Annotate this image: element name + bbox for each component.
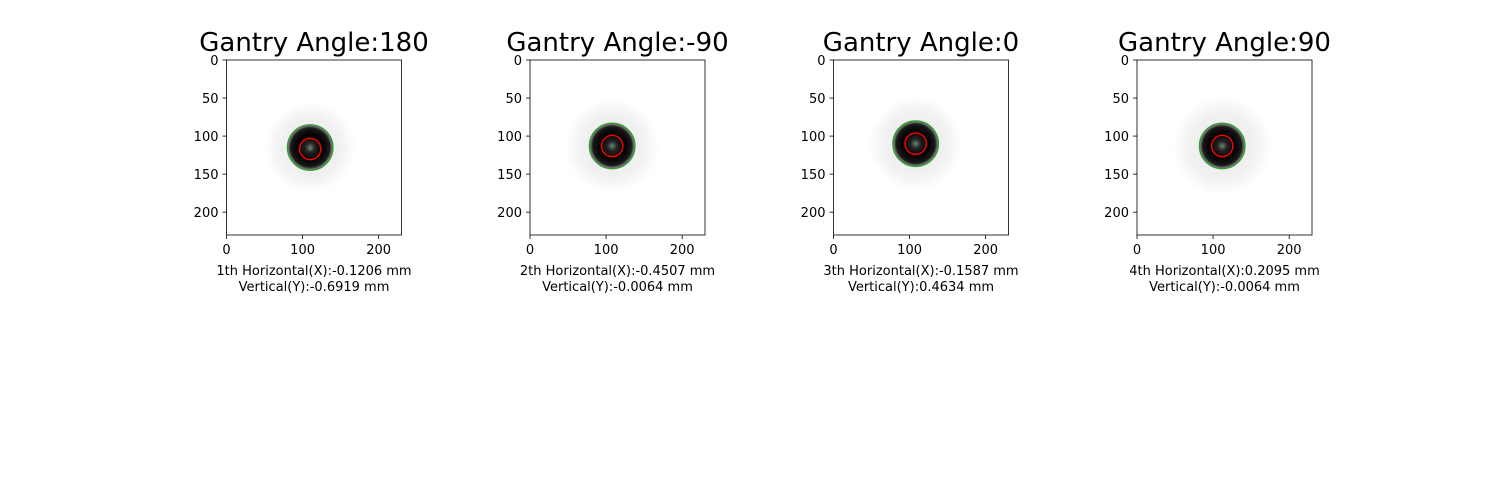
x-tick-label: 200: [973, 243, 998, 258]
ball-bearing-circle: [298, 137, 322, 161]
y-tick-label: 200: [194, 206, 219, 221]
x-tick-label: 0: [222, 243, 230, 258]
image-area: [530, 60, 705, 235]
x-tick-label: 100: [290, 243, 315, 258]
y-tick-label: 50: [505, 92, 522, 107]
y-tick-label: 0: [514, 54, 522, 69]
image-area: [226, 60, 402, 235]
y-tick-label: 0: [817, 54, 825, 69]
y-tick-label: 50: [1112, 92, 1129, 107]
y-tick-label: 200: [801, 206, 826, 221]
y-tick-label: 50: [202, 92, 219, 107]
radiation-field-blob: [287, 124, 334, 171]
y-tick-label: 150: [194, 168, 219, 183]
ball-bearing-circle: [904, 132, 928, 156]
chart-title: Gantry Angle:180: [199, 28, 428, 58]
chart-panel-3: 0 100 200 0 50 100 150 200 Gantry Angle:0 3th Hor…: [801, 28, 1020, 295]
axes-frame: [1136, 59, 1313, 236]
chart-panel-4: 0 100 200 0 50 100 150 200 Gantry Angle:90 4th Ho…: [1104, 28, 1331, 295]
y-tick-label: 100: [194, 130, 219, 145]
x-axis-label-line: 4th Horizontal(X):0.2095 mm: [1129, 264, 1320, 279]
x-tick-label: 0: [829, 243, 837, 258]
image-area: [833, 60, 1009, 235]
x-tick-label: 0: [526, 243, 534, 258]
axes-frame: [833, 59, 1009, 236]
y-tick-label: 100: [801, 130, 826, 145]
x-tick-label: 200: [1277, 243, 1302, 258]
x-axis-label-line: Vertical(Y):-0.6919 mm: [239, 280, 390, 295]
chart-panel-1: 0 100 200 0 50 100 150 200 Gantry Angle:180 1th H…: [194, 28, 429, 295]
y-tick-label: 150: [497, 168, 522, 183]
x-tick-label: 200: [670, 243, 695, 258]
x-tick-label: 100: [897, 243, 922, 258]
x-tick-label: 100: [594, 243, 619, 258]
y-tick-label: 100: [1104, 130, 1129, 145]
ball-bearing-circle: [1210, 134, 1234, 158]
chart-title: Gantry Angle:90: [1118, 28, 1331, 58]
x-axis-label-line: Vertical(Y):-0.0064 mm: [542, 280, 693, 295]
y-tick-label: 100: [497, 130, 522, 145]
ball-center-marker: [308, 147, 312, 151]
y-tick-label: 150: [1104, 168, 1129, 183]
y-tick-label: 50: [809, 92, 826, 107]
y-tick-label: 200: [1104, 206, 1129, 221]
image-area: [1137, 60, 1312, 235]
chart-panel-2: 0 100 200 0 50 100 150 200 Gantry Angle:-90 2th H…: [497, 28, 728, 295]
field-edge-circle: [588, 122, 636, 170]
axes-frame: [529, 59, 706, 236]
y-tick-label: 200: [497, 206, 522, 221]
x-axis-label-line: 2th Horizontal(X):-0.4507 mm: [520, 264, 715, 279]
x-tick-label: 100: [1201, 243, 1226, 258]
ball-center-marker: [1221, 144, 1224, 148]
x-axis-label-line: Vertical(Y):-0.0064 mm: [1149, 280, 1300, 295]
x-tick-label: 0: [1133, 243, 1141, 258]
y-tick-label: 150: [801, 168, 826, 183]
x-tick-label: 200: [366, 243, 391, 258]
field-edge-circle: [1198, 122, 1246, 170]
chart-title: Gantry Angle:0: [823, 28, 1019, 58]
y-tick-label: 0: [1121, 54, 1129, 69]
x-axis-label-line: 1th Horizontal(X):-0.1206 mm: [216, 264, 411, 279]
x-axis-label-line: Vertical(Y):0.4634 mm: [848, 280, 994, 295]
ball-bearing-circle: [600, 134, 624, 158]
axes-frame: [226, 59, 402, 236]
chart-title: Gantry Angle:-90: [506, 28, 728, 58]
ball-center-marker: [914, 142, 917, 145]
field-edge-circle: [892, 120, 940, 168]
y-tick-label: 0: [210, 54, 218, 69]
ball-center-marker: [610, 144, 614, 148]
x-axis-label-line: 3th Horizontal(X):-0.1587 mm: [823, 264, 1018, 279]
field-edge-circle: [286, 124, 334, 171]
